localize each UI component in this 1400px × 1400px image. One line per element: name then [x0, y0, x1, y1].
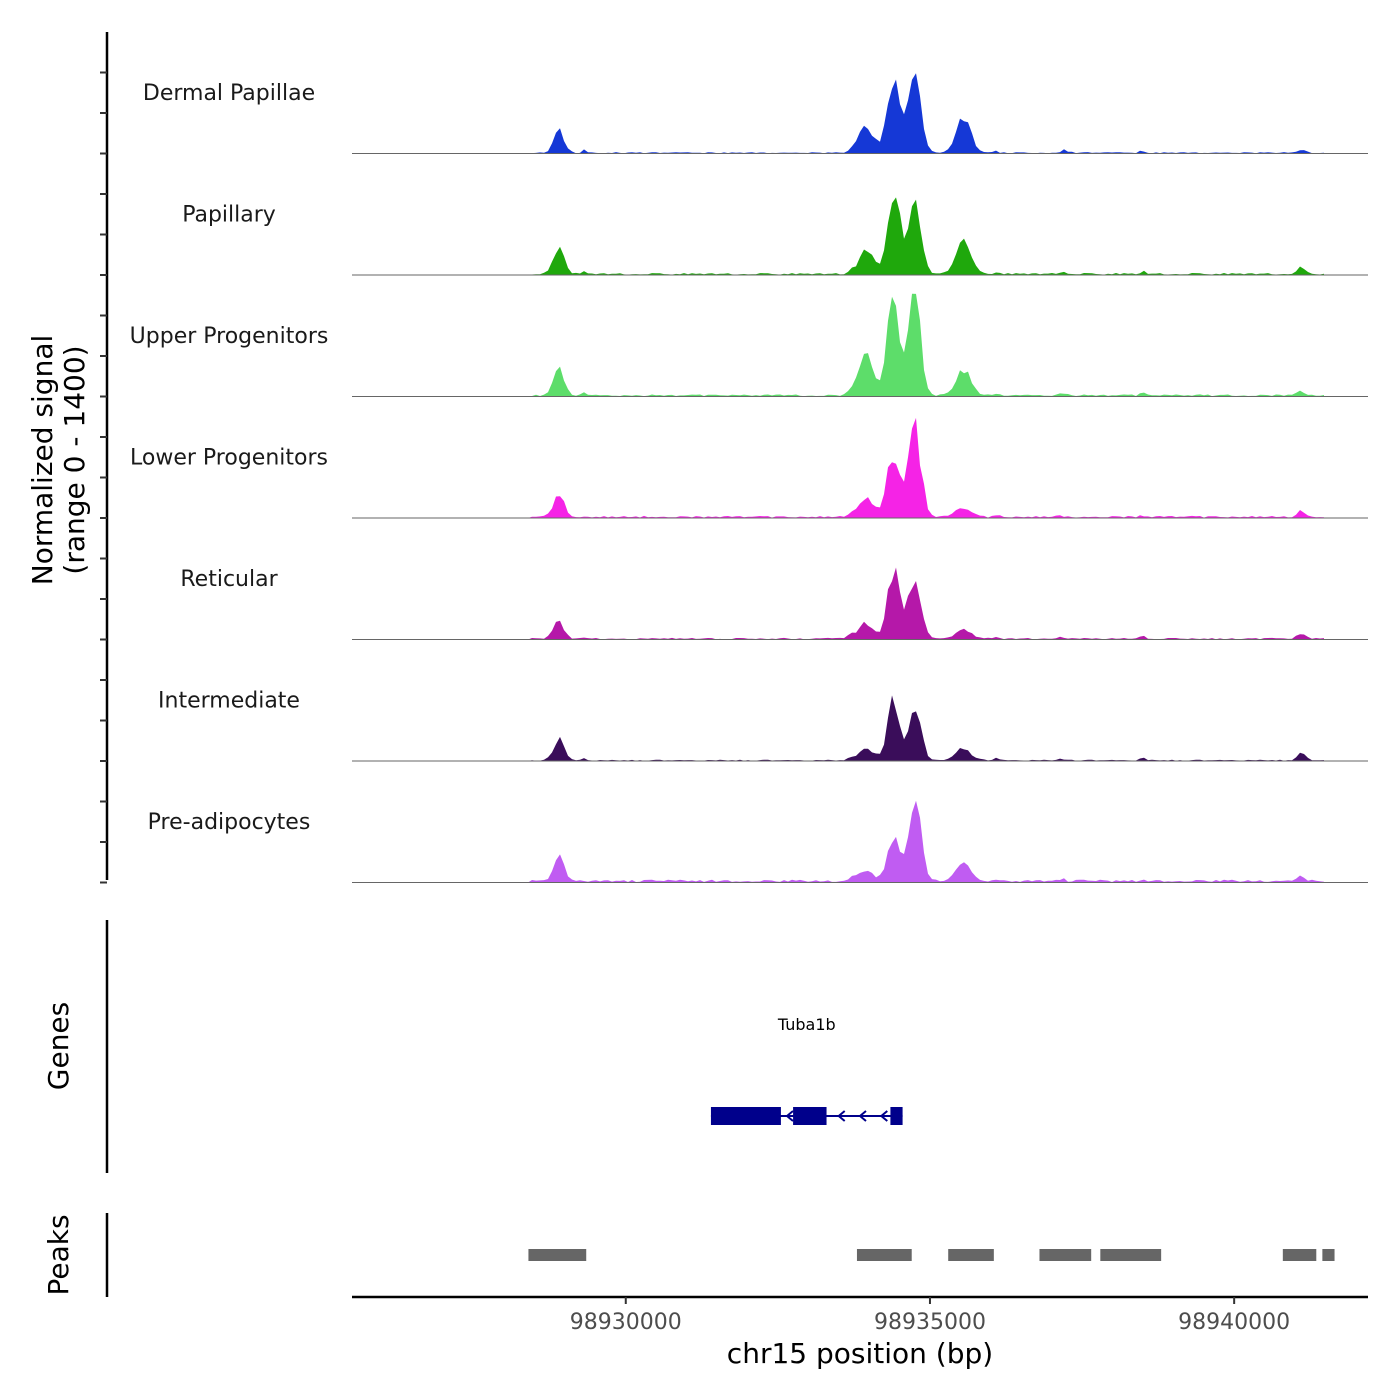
y-axis-title: Normalized signal [26, 335, 59, 586]
x-tick-label: 98935000 [874, 1310, 986, 1335]
gene-name-label: Tuba1b [777, 1015, 836, 1034]
x-tick-label: 98940000 [1178, 1310, 1290, 1335]
peak-region [1039, 1249, 1092, 1261]
peak-track-title: Peaks [42, 1214, 75, 1295]
peak-track [105, 1213, 1335, 1297]
strand-arrow [837, 1110, 846, 1122]
coverage-area-lower-progenitors [352, 417, 1324, 518]
peak-region [1100, 1249, 1162, 1261]
y-axis-subtitle: (range 0 - 1400) [58, 345, 91, 574]
strand-arrow [879, 1110, 888, 1122]
coverage-area-papillary [352, 197, 1324, 275]
peak-region [948, 1249, 994, 1261]
gene-exon [890, 1107, 903, 1125]
gene-track: Tuba1b [105, 920, 903, 1173]
peak-region [528, 1249, 587, 1261]
coverage-tracks: Dermal Papillae Papillary Upper Progenitor… [130, 73, 1368, 883]
x-axis-title: chr15 position (bp) [727, 1337, 993, 1370]
coverage-area-upper-progenitors [352, 293, 1324, 397]
x-tick-label: 98930000 [570, 1310, 682, 1335]
track-label: Dermal Papillae [143, 81, 315, 106]
strand-arrow [858, 1110, 867, 1122]
gene-exon [710, 1107, 781, 1125]
track-label: Intermediate [158, 689, 300, 714]
strand-arrow [785, 1110, 794, 1122]
track-label: Pre-adipocytes [148, 810, 311, 835]
track-label: Reticular [180, 567, 278, 592]
coverage-area-intermediate [352, 695, 1324, 761]
position-x-axis: 98930000 98935000 98940000 [352, 1295, 1368, 1335]
track-label: Upper Progenitors [130, 324, 329, 349]
gene-exon [793, 1107, 827, 1125]
track-label: Lower Progenitors [130, 446, 328, 471]
coverage-area-dermal-papillae [352, 73, 1324, 154]
peak-region [1282, 1249, 1317, 1261]
track-label: Papillary [182, 203, 276, 228]
coverage-area-pre-adipocytes [352, 800, 1324, 883]
peak-region [1322, 1249, 1335, 1261]
peak-region [856, 1249, 912, 1261]
gene-track-title: Genes [42, 1002, 75, 1090]
signal-y-axis [100, 32, 109, 884]
coverage-area-reticular [352, 567, 1324, 640]
